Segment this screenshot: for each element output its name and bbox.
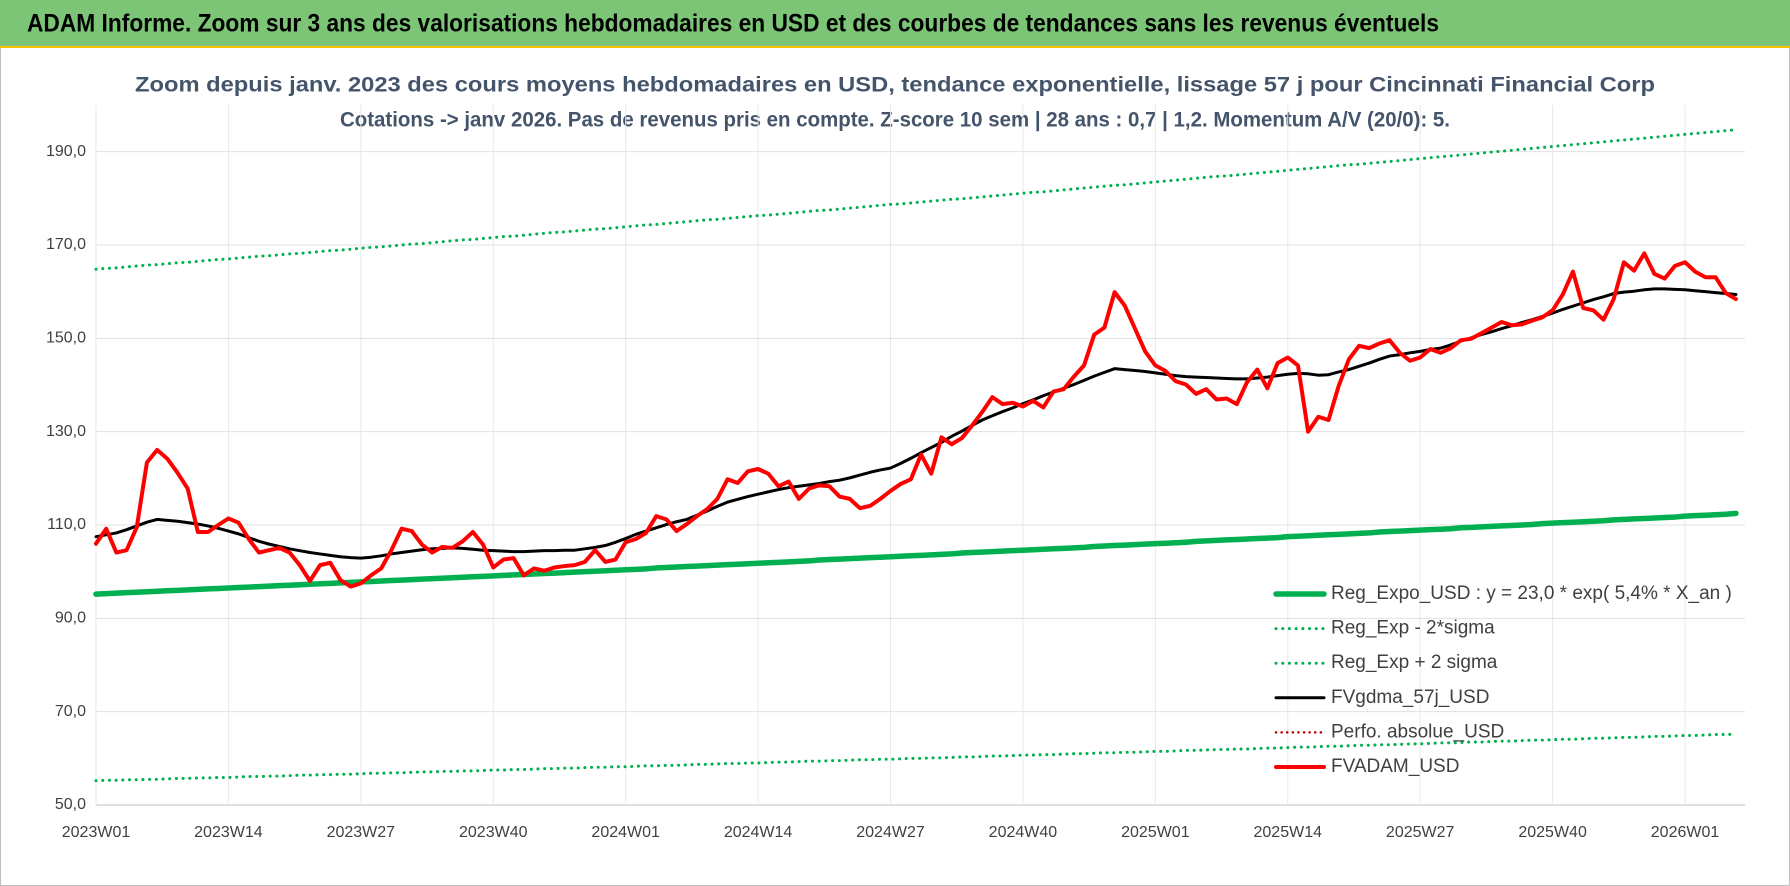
legend-label: FVgdma_57j_USD — [1331, 687, 1489, 708]
x-tick-label: 2024W27 — [856, 824, 925, 841]
y-tick-label: 50,0 — [55, 796, 86, 813]
y-tick-label: 90,0 — [55, 610, 86, 627]
legend-label: Reg_Exp - 2*sigma — [1331, 618, 1495, 639]
banner-edge — [0, 46, 1790, 48]
legend-label: Perfo. absolue_USD — [1331, 721, 1504, 742]
x-tick-label: 2024W01 — [591, 824, 660, 841]
x-tick-label: 2026W01 — [1651, 824, 1720, 841]
y-tick-label: 170,0 — [46, 236, 86, 253]
legend-label: Reg_Exp + 2 sigma — [1331, 652, 1498, 673]
banner-bar — [0, 0, 1790, 48]
series-line — [94, 128, 1738, 271]
legend-label: FVADAM_USD — [1331, 756, 1459, 777]
series-line — [94, 251, 1738, 589]
x-tick-label: 2025W40 — [1518, 824, 1587, 841]
x-tick-label: 2025W14 — [1254, 824, 1323, 841]
series-line — [93, 510, 1739, 597]
y-tick-label: 70,0 — [55, 703, 86, 720]
banner-title: ADAM Informe. Zoom sur 3 ans des valoris… — [27, 10, 1439, 38]
grid: 50,0 70,0 90,0 110,0 130,0 150,0 170,0 190,0 202… — [46, 105, 1745, 841]
legend-label: Reg_Expo_USD : y = 23,0 * exp( 5,4% * X_… — [1331, 583, 1732, 604]
legend: Reg_Expo_USD : y = 23,0 * exp( 5,4% * X_… — [1273, 583, 1732, 777]
y-tick-label: 130,0 — [46, 423, 86, 440]
series-line — [94, 732, 1738, 783]
x-tick-label: 2025W01 — [1121, 824, 1190, 841]
x-tick-label: 2023W40 — [459, 824, 528, 841]
x-tick-label: 2024W40 — [989, 824, 1058, 841]
x-tick-label: 2024W14 — [724, 824, 793, 841]
x-tick-label: 2025W27 — [1386, 824, 1455, 841]
plot — [93, 128, 1739, 783]
x-tick-label: 2023W14 — [194, 824, 263, 841]
x-tick-label: 2023W01 — [62, 824, 131, 841]
chart-subtitle: Cotations -> janv 2026. Pas de revenus p… — [340, 109, 1450, 132]
x-tick-label: 2023W27 — [327, 824, 396, 841]
y-tick-label: 190,0 — [46, 143, 86, 160]
y-tick-label: 110,0 — [47, 516, 86, 533]
y-tick-label: 150,0 — [46, 330, 86, 347]
chart-title: Zoom depuis janv. 2023 des cours moyens … — [135, 74, 1655, 97]
